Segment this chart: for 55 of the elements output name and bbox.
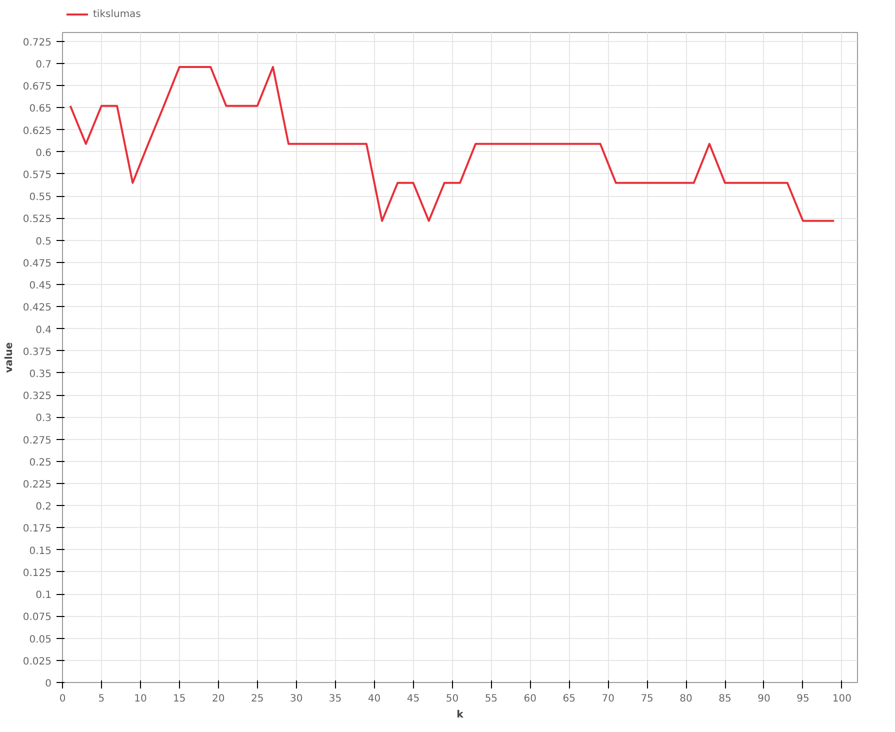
y-tick-label: 0.2 [36,502,52,513]
y-tick-label: 0.525 [22,214,52,226]
x-tick-label: 55 [484,694,498,704]
y-tick-label: 0.35 [29,368,52,380]
x-tick-label: 50 [446,694,459,704]
x-tick-label: 90 [758,694,770,704]
y-tick-label: 0.45 [29,280,52,292]
x-tick-label: 0 [59,694,66,704]
x-tick-label: 65 [562,694,576,704]
x-tick-label: 10 [134,694,147,704]
y-tick-label: 0.575 [22,170,52,181]
y-tick-label: 0.025 [22,656,52,668]
y-tick-label: 0.425 [22,302,52,314]
y-tick-label: 0.275 [22,435,52,446]
y-axis-title: value [4,342,15,373]
x-tick-label: 30 [290,694,303,704]
x-tick-label: 95 [796,694,810,704]
x-tick-label: 45 [406,694,420,704]
y-tick-label: 0.3 [36,413,52,424]
x-tick-label: 15 [173,694,186,704]
x-tick-label: 5 [98,694,105,704]
y-tick-label: 0.1 [36,590,52,602]
y-tick-label: 0.55 [29,192,52,204]
y-tick-label: 0.675 [22,82,52,93]
x-tick-label: 70 [602,694,614,704]
legend-label: tikslumas [93,8,141,20]
y-tick-label: 0.625 [22,126,52,137]
y-tick-label: 0.225 [22,480,52,491]
y-tick-label: 0.65 [29,104,52,115]
x-tick-label: 100 [832,694,852,704]
y-tick-label: 0.6 [36,148,52,159]
y-tick-label: 0.725 [22,37,52,48]
x-tick-label: 35 [328,694,342,704]
x-tick-label: 75 [640,694,654,704]
y-tick-label: 0.075 [22,612,52,624]
y-tick-label: 0.7 [36,59,52,70]
y-tick-label: 0.375 [22,346,52,358]
y-tick-label: 0.25 [29,457,52,468]
x-tick-label: 25 [250,694,264,704]
x-tick-label: 80 [680,694,692,704]
x-axis-title: k [456,710,464,720]
x-tick-label: 20 [212,694,225,704]
y-tick-label: 0.15 [29,546,52,557]
y-tick-label: 0.125 [22,568,52,579]
x-tick-label: 60 [524,694,537,704]
y-tick-label: 0.475 [22,258,52,270]
y-tick-label: 0 [45,678,52,690]
x-tick-label: 40 [368,694,381,704]
line-series [69,66,836,222]
x-tick-label: 85 [718,694,732,704]
y-tick-label: 0.5 [36,236,52,248]
y-tick-label: 0.175 [22,524,52,535]
y-tick-label: 0.325 [22,391,52,402]
y-tick-label: 0.05 [29,634,52,646]
y-tick-label: 0.4 [36,324,52,336]
